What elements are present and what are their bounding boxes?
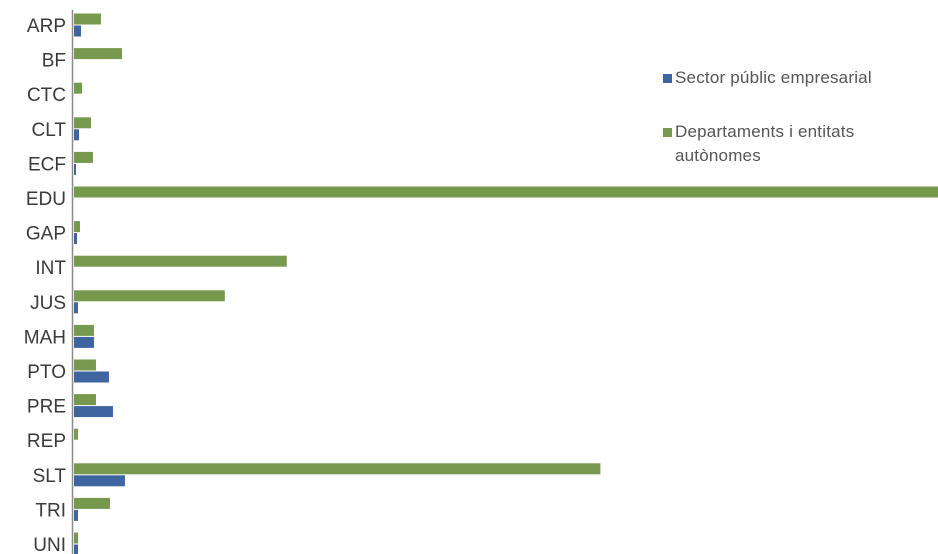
bar-tri-departaments bbox=[74, 497, 110, 509]
legend: Sector públic empresarial Departaments i… bbox=[663, 66, 938, 168]
bar-pto-sector-public bbox=[74, 371, 109, 383]
bar-slt-departaments bbox=[74, 463, 601, 475]
bar-pre-sector-public bbox=[74, 406, 113, 418]
legend-swatch-green bbox=[663, 128, 672, 137]
legend-item-departaments: Departaments i entitats autònomes bbox=[663, 120, 938, 168]
category-label-edu: EDU bbox=[26, 189, 66, 210]
category-label-pto: PTO bbox=[27, 362, 66, 383]
bar-gap-sector-public bbox=[74, 233, 77, 245]
bar-pre-departaments bbox=[74, 394, 96, 406]
category-label-jus: JUS bbox=[30, 293, 66, 314]
category-label-tri: TRI bbox=[35, 500, 66, 521]
category-label-pre: PRE bbox=[27, 397, 66, 418]
category-label-gap: GAP bbox=[26, 224, 66, 245]
category-label-clt: CLT bbox=[32, 120, 67, 141]
bar-gap-departaments bbox=[74, 221, 80, 233]
category-labels: ARP BF CTC CLT ECF EDU GAP INT JUS MAH PTO PRE REP SL… bbox=[24, 16, 67, 554]
bar-int-departaments bbox=[74, 255, 287, 267]
category-label-int: INT bbox=[35, 258, 66, 279]
category-label-rep: REP bbox=[27, 431, 66, 452]
legend-item-sector-public: Sector públic empresarial bbox=[663, 66, 938, 90]
bars-layer bbox=[74, 13, 938, 554]
bar-ecf-sector-public bbox=[74, 163, 76, 175]
bar-bf-departaments bbox=[74, 48, 122, 60]
legend-label-sector-public: Sector públic empresarial bbox=[675, 68, 872, 87]
bar-ctc-departaments bbox=[74, 82, 82, 94]
legend-label-departaments: Departaments i entitats autònomes bbox=[675, 122, 855, 165]
bar-slt-sector-public bbox=[74, 475, 125, 487]
bar-arp-sector-public bbox=[74, 25, 81, 37]
bar-rep-departaments bbox=[74, 428, 78, 440]
category-label-arp: ARP bbox=[27, 16, 66, 37]
bar-jus-departaments bbox=[74, 290, 225, 302]
category-label-bf: BF bbox=[42, 51, 66, 72]
category-label-ecf: ECF bbox=[28, 154, 66, 175]
bar-jus-sector-public bbox=[74, 302, 78, 314]
bar-arp-departaments bbox=[74, 13, 101, 25]
category-label-ctc: CTC bbox=[27, 85, 66, 106]
bar-ecf-departaments bbox=[74, 151, 93, 163]
category-label-slt: SLT bbox=[33, 466, 67, 487]
bar-pto-departaments bbox=[74, 359, 96, 371]
category-label-mah: MAH bbox=[24, 327, 66, 348]
bar-mah-departaments bbox=[74, 324, 94, 336]
legend-swatch-blue bbox=[663, 74, 672, 83]
bar-clt-sector-public bbox=[74, 129, 79, 141]
category-label-uni: UNI bbox=[33, 535, 66, 554]
bar-mah-sector-public bbox=[74, 336, 94, 348]
bar-clt-departaments bbox=[74, 117, 91, 129]
bar-uni-departaments bbox=[74, 532, 78, 544]
bar-tri-sector-public bbox=[74, 509, 78, 521]
bar-uni-sector-public bbox=[74, 544, 78, 554]
bar-edu-departaments bbox=[74, 186, 938, 198]
